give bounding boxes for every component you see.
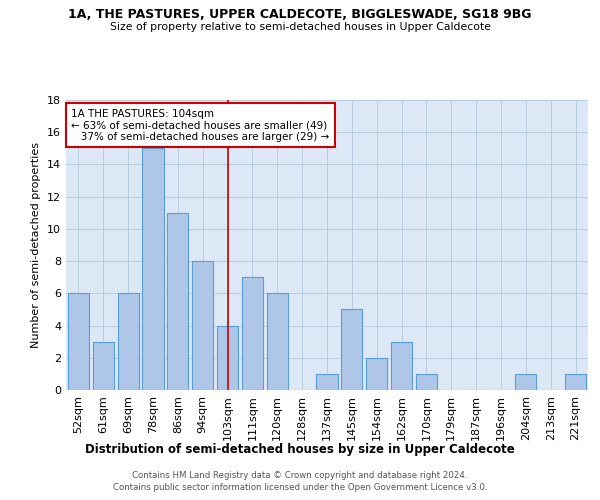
- Bar: [242, 277, 263, 390]
- Text: Distribution of semi-detached houses by size in Upper Caldecote: Distribution of semi-detached houses by …: [85, 442, 515, 456]
- Bar: [341, 310, 362, 390]
- Bar: [192, 261, 213, 390]
- Bar: [167, 213, 188, 390]
- Bar: [93, 342, 114, 390]
- Bar: [515, 374, 536, 390]
- Bar: [267, 294, 288, 390]
- Bar: [142, 148, 164, 390]
- Text: 1A, THE PASTURES, UPPER CALDECOTE, BIGGLESWADE, SG18 9BG: 1A, THE PASTURES, UPPER CALDECOTE, BIGGL…: [68, 8, 532, 20]
- Bar: [316, 374, 338, 390]
- Bar: [118, 294, 139, 390]
- Text: 1A THE PASTURES: 104sqm
← 63% of semi-detached houses are smaller (49)
   37% of: 1A THE PASTURES: 104sqm ← 63% of semi-de…: [71, 108, 329, 142]
- Text: Size of property relative to semi-detached houses in Upper Caldecote: Size of property relative to semi-detach…: [110, 22, 491, 32]
- Bar: [416, 374, 437, 390]
- Bar: [565, 374, 586, 390]
- Text: Contains HM Land Registry data © Crown copyright and database right 2024.: Contains HM Land Registry data © Crown c…: [132, 471, 468, 480]
- Bar: [391, 342, 412, 390]
- Text: Contains public sector information licensed under the Open Government Licence v3: Contains public sector information licen…: [113, 484, 487, 492]
- Y-axis label: Number of semi-detached properties: Number of semi-detached properties: [31, 142, 41, 348]
- Bar: [217, 326, 238, 390]
- Bar: [366, 358, 387, 390]
- Bar: [68, 294, 89, 390]
